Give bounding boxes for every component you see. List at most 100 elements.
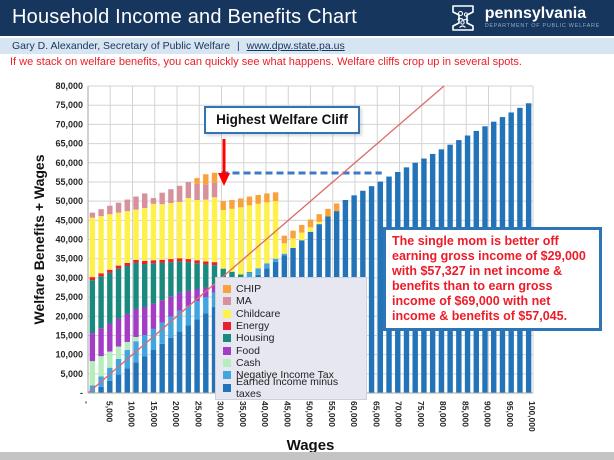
x-tick-label: 25,000 <box>193 401 203 427</box>
bar-segment <box>168 203 174 260</box>
x-tick-label: 85,000 <box>460 401 470 427</box>
bar-segment <box>194 183 200 200</box>
dpw-website-link[interactable]: www.dpw.state.pa.us <box>246 40 345 52</box>
bar-segment <box>159 192 165 205</box>
bar-segment <box>142 356 148 393</box>
bar-segment <box>98 356 104 377</box>
bar-segment <box>194 260 200 264</box>
y-tick-label: 50,000 <box>55 196 83 206</box>
bar-segment <box>115 268 122 319</box>
annotation-note: The single mom is better off earning gro… <box>383 227 602 331</box>
bar-segment <box>185 198 192 260</box>
bar-segment <box>150 328 157 351</box>
bar-segment <box>133 336 139 342</box>
y-tick-label: 75,000 <box>55 100 83 110</box>
legend-color-swatch <box>223 322 231 331</box>
author-credit: Gary D. Alexander, Secretary of Public W… <box>12 40 231 52</box>
divider: | <box>237 40 240 52</box>
bar-segment <box>194 178 200 184</box>
bar-segment <box>168 262 174 297</box>
bar-segment <box>325 208 331 217</box>
bar-segment <box>115 265 122 269</box>
bar-segment <box>176 201 183 259</box>
bar-segment <box>124 265 130 314</box>
bar-segment <box>124 313 130 342</box>
bar-segment <box>89 361 96 386</box>
bar-segment <box>107 205 113 215</box>
bar-segment <box>211 172 218 183</box>
bar-segment <box>281 253 288 256</box>
bar-segment <box>272 201 279 259</box>
bar-segment <box>168 316 174 338</box>
bar-segment <box>98 273 104 277</box>
y-tick-label: 45,000 <box>55 215 83 225</box>
x-tick-label: 40,000 <box>260 401 270 427</box>
y-tick-label: 55,000 <box>55 177 83 187</box>
bar-segment <box>290 238 296 248</box>
bar-segment <box>211 265 218 286</box>
bar-segment <box>211 182 218 198</box>
bar-segment <box>176 185 183 202</box>
bar-segment <box>115 318 122 347</box>
bar-segment <box>211 197 218 263</box>
bar-segment <box>150 303 157 329</box>
bar-segment <box>281 243 288 254</box>
keystone-icon <box>451 5 474 31</box>
intro-text: If we stack on welfare benefits, you can… <box>10 56 522 68</box>
brand-name: pennsylvania <box>484 5 587 23</box>
bar-segment <box>168 296 174 317</box>
bar-segment <box>176 310 183 332</box>
header-bar: Household Income and Benefits Chart penn… <box>0 0 614 36</box>
x-tick-label: 20,000 <box>171 401 181 427</box>
bar-segment <box>185 325 192 393</box>
legend-color-swatch <box>223 346 231 355</box>
bar-segment <box>176 292 183 311</box>
bar-segment <box>185 305 192 326</box>
bar-segment <box>203 174 209 185</box>
bar-segment <box>107 351 113 368</box>
bar-segment <box>211 262 218 266</box>
legend-color-swatch <box>223 285 231 294</box>
bar-segment <box>237 207 244 275</box>
bar-segment <box>176 261 183 293</box>
legend-label: Earned Income minus taxes <box>236 375 339 400</box>
bar-segment <box>185 181 192 199</box>
bar-segment <box>142 307 148 336</box>
y-tick-labels: - 5,000 10,000 15,000 20,000 25,000 30,000 35,0… <box>55 81 83 398</box>
legend-color-swatch <box>223 334 231 343</box>
bar-segment <box>142 193 148 209</box>
x-tick-label: 65,000 <box>371 401 381 427</box>
legend-item: CHIP <box>223 283 359 295</box>
chart-legend: CHIP MA Childcare Energy Housing Food Cash Nega… <box>215 277 367 400</box>
legend-item: Energy <box>223 320 359 332</box>
y-tick-label: 80,000 <box>55 81 83 91</box>
bar-segment <box>299 232 305 241</box>
legend-color-swatch <box>223 371 231 380</box>
legend-label: Energy <box>236 320 270 333</box>
bar-segment <box>264 263 270 269</box>
legend-item: Negative Income Tax <box>223 369 359 381</box>
bar-segment <box>264 202 270 264</box>
bar-segment <box>89 333 96 362</box>
x-tick-label: 30,000 <box>216 401 226 427</box>
x-tick-label: 5,000 <box>104 401 114 423</box>
bar-segment <box>150 203 157 261</box>
bar-segment <box>229 199 235 209</box>
bar-segment <box>159 300 165 323</box>
bar-segment <box>107 214 113 270</box>
bar-segment <box>98 328 104 357</box>
brand-text: pennsylvania DEPARTMENT OF PUBLIC WELFAR… <box>485 6 600 30</box>
wages-reference-line <box>87 85 445 394</box>
y-tick-label: 65,000 <box>55 139 83 149</box>
bar-segment <box>194 199 200 261</box>
bar-segment <box>168 337 174 393</box>
x-tick-label: 50,000 <box>305 401 315 427</box>
legend-label: MA <box>236 295 252 308</box>
legend-label: CHIP <box>236 283 262 296</box>
x-tick-label: 100,000 <box>527 401 537 432</box>
x-tick-labels: - 5,000 10,000 15,000 20,000 25,000 30,000 35,0… <box>82 401 537 432</box>
x-tick-label: 80,000 <box>438 401 448 427</box>
bar-segment <box>203 264 209 288</box>
page-title: Household Income and Benefits Chart <box>12 6 357 28</box>
y-tick-label: 60,000 <box>55 158 83 168</box>
